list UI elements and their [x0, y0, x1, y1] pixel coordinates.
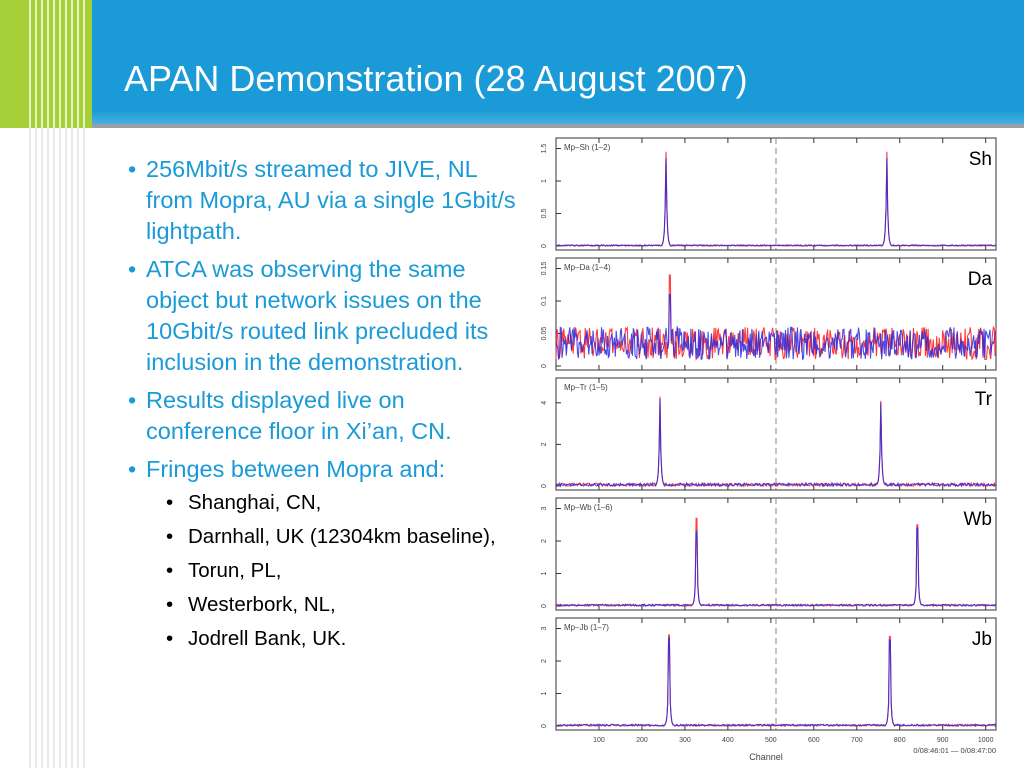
- x-tick-label: 900: [937, 737, 949, 744]
- baseline-label: Mp–Sh (1–2): [564, 143, 611, 152]
- title-band-shade: [0, 110, 1024, 126]
- baseline-label: Mp–Da (1–4): [564, 263, 611, 272]
- series-blue-line: [555, 637, 997, 728]
- y-tick-label: 2: [541, 442, 548, 446]
- y-tick-label: 3: [541, 626, 548, 630]
- y-tick-label: 0: [541, 244, 548, 248]
- y-tick-label: 1: [541, 691, 548, 695]
- x-axis-label: Channel: [749, 752, 783, 762]
- baseline-label: Mp–Tr (1–5): [564, 383, 608, 392]
- y-tick-label: 1: [541, 571, 548, 575]
- x-tick-label: 700: [851, 737, 863, 744]
- bullet-text: 256Mbit/s streamed to JIVE, NL from Mopr…: [146, 156, 516, 244]
- y-tick-label: 1: [541, 179, 548, 183]
- bullet-item: 256Mbit/s streamed to JIVE, NL from Mopr…: [128, 154, 520, 247]
- y-tick-label: 0: [541, 484, 548, 488]
- series-blue-line: [555, 398, 997, 488]
- y-tick-label: 0: [541, 604, 548, 608]
- station-label: Tr: [975, 389, 993, 410]
- x-tick-label: 1000: [978, 737, 994, 744]
- x-tick-label: 600: [808, 737, 820, 744]
- title-band: [0, 0, 1024, 126]
- bullet-item: ATCA was observing the same object but n…: [128, 254, 520, 378]
- y-tick-label: 1.5: [541, 144, 548, 154]
- y-tick-label: 0: [541, 364, 548, 368]
- y-tick-label: 0: [541, 724, 548, 728]
- x-tick-label: 800: [894, 737, 906, 744]
- time-range-label: 0/08:46:01 — 0/08:47:00: [913, 746, 996, 755]
- series-blue-line: [555, 293, 997, 361]
- series-blue-line: [555, 158, 997, 247]
- station-label: Jb: [972, 629, 992, 650]
- baseline-label: Mp–Jb (1–7): [564, 623, 609, 632]
- sub-bullet-item: Darnhall, UK (12304km baseline),: [166, 525, 520, 549]
- sub-bullet-item: Westerbork, NL,: [166, 593, 520, 617]
- bullet-text: Results displayed live on conference flo…: [146, 387, 452, 444]
- station-label: Wb: [964, 509, 993, 530]
- y-tick-label: 4: [541, 401, 548, 405]
- x-tick-label: 400: [722, 737, 734, 744]
- fringe-plots: 0 0.5 1 1.5 Mp–Sh (1–2) Sh 0 0.05 0.1 0.15 Mp–Da (…: [520, 130, 1024, 768]
- fringe-plot-svg: 0 0.5 1 1.5 Mp–Sh (1–2) Sh 0 0.05 0.1 0.15 Mp–Da (…: [541, 137, 997, 762]
- title-band-rule: [0, 124, 1024, 128]
- y-tick-label: 2: [541, 539, 548, 543]
- y-tick-label: 2: [541, 659, 548, 663]
- accent-block: [0, 0, 92, 128]
- bullet-list: 256Mbit/s streamed to JIVE, NL from Mopr…: [128, 154, 520, 661]
- bullet-text: ATCA was observing the same object but n…: [146, 256, 489, 375]
- sub-bullet-item: Jodrell Bank, UK.: [166, 627, 520, 651]
- x-tick-label: 300: [679, 737, 691, 744]
- y-tick-label: 0.15: [541, 262, 548, 276]
- sub-bullet-list: Shanghai, CN, Darnhall, UK (12304km base…: [146, 491, 520, 651]
- baseline-label: Mp–Wb (1–6): [564, 503, 613, 512]
- y-tick-label: 0.05: [541, 327, 548, 341]
- x-tick-label: 100: [593, 737, 605, 744]
- sub-bullet-item: Torun, PL,: [166, 559, 520, 583]
- x-tick-label: 500: [765, 737, 777, 744]
- station-label: Sh: [969, 149, 992, 170]
- bullet-item: Results displayed live on conference flo…: [128, 385, 520, 447]
- sub-bullet-item: Shanghai, CN,: [166, 491, 520, 515]
- y-tick-label: 0.1: [541, 296, 548, 306]
- station-label: Da: [968, 269, 993, 290]
- series-blue-line: [555, 527, 997, 608]
- slide-title: APAN Demonstration (28 August 2007): [124, 58, 748, 99]
- bullet-item: Fringes between Mopra and: Shanghai, CN,…: [128, 454, 520, 651]
- x-tick-label: 200: [636, 737, 648, 744]
- bullet-text: Fringes between Mopra and:: [146, 456, 446, 482]
- y-tick-label: 0.5: [541, 209, 548, 219]
- y-tick-label: 3: [541, 506, 548, 510]
